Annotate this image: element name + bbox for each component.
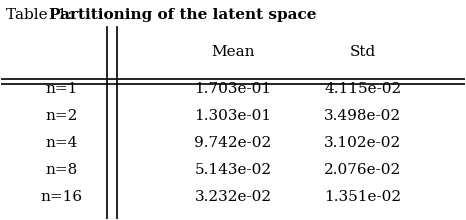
Text: 3.102e-02: 3.102e-02	[324, 136, 401, 150]
Text: 3.232e-02: 3.232e-02	[194, 190, 272, 204]
Text: n=16: n=16	[41, 190, 82, 204]
Text: n=8: n=8	[46, 163, 78, 177]
Text: 3.498e-02: 3.498e-02	[324, 109, 401, 123]
Text: Mean: Mean	[211, 45, 255, 59]
Text: Std: Std	[350, 45, 376, 59]
Text: n=2: n=2	[45, 109, 78, 123]
Text: n=4: n=4	[45, 136, 78, 150]
Text: 5.143e-02: 5.143e-02	[194, 163, 272, 177]
Text: Table  1:: Table 1:	[6, 8, 77, 22]
Text: 1.703e-01: 1.703e-01	[194, 82, 272, 96]
Text: 4.115e-02: 4.115e-02	[324, 82, 401, 96]
Text: 1.351e-02: 1.351e-02	[324, 190, 401, 204]
Text: n=1: n=1	[45, 82, 78, 96]
Text: 2.076e-02: 2.076e-02	[324, 163, 401, 177]
Text: Partitioning of the latent space: Partitioning of the latent space	[48, 8, 316, 22]
Text: 1.303e-01: 1.303e-01	[194, 109, 272, 123]
Text: 9.742e-02: 9.742e-02	[194, 136, 272, 150]
